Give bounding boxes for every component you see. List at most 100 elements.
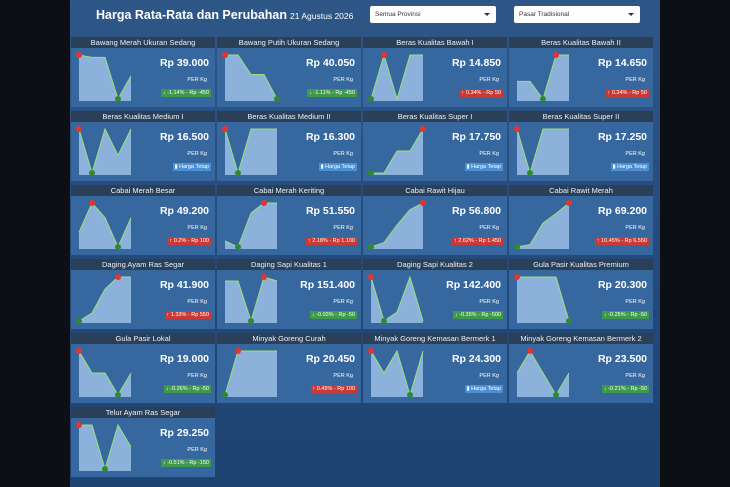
sparkline xyxy=(222,126,277,176)
price-card: Minyak Goreng Curah Rp 20.450 PER Kg ↑ 0.49… xyxy=(217,333,361,403)
province-select[interactable]: Semua Provinsi xyxy=(370,6,496,23)
trend-icon: ↑ xyxy=(596,238,602,244)
min-dot xyxy=(102,466,108,472)
price: Rp 16.500 xyxy=(159,131,209,143)
sparkline xyxy=(76,422,132,472)
max-dot xyxy=(222,126,228,132)
price-card: Gula Pasir Lokal Rp 19.000 PER Kg ↓ -0.26% … xyxy=(71,333,215,403)
card-title: Beras Kualitas Bawah II xyxy=(509,37,653,48)
unit: PER Kg xyxy=(187,225,207,231)
price-card: Daging Ayam Ras Segar Rp 41.900 PER Kg ↑ 1.… xyxy=(71,259,215,329)
unit: PER Kg xyxy=(333,151,353,157)
unit: PER Kg xyxy=(479,151,499,157)
price: Rp 17.750 xyxy=(451,131,501,143)
min-dot xyxy=(566,318,572,324)
change-badge: ↑ 2.62% - Rp 1.450 xyxy=(451,237,503,245)
unit: PER Kg xyxy=(187,299,207,305)
change-badge: ↓ -0.35% - Rp -500 xyxy=(452,311,503,319)
sparkline-area xyxy=(225,55,277,101)
change-text: Harga Tetap xyxy=(471,164,501,170)
min-dot xyxy=(222,392,228,398)
sparkline-area xyxy=(371,277,423,323)
trend-icon: ↓ xyxy=(603,386,609,392)
price-card: Beras Kualitas Medium I Rp 16.500 PER Kg ▮ … xyxy=(71,111,215,181)
sparkline-line xyxy=(78,127,132,175)
change-badge: ↓ -0.03% - Rp -50 xyxy=(309,311,357,319)
change-text: Harga Tetap xyxy=(325,164,355,170)
market-select[interactable]: Pasar Tradisional xyxy=(514,6,640,23)
sparkline-area xyxy=(79,203,131,249)
trend-icon: ↑ xyxy=(607,90,612,96)
unit: PER Kg xyxy=(333,299,353,305)
trend-icon: ↓ xyxy=(309,90,314,96)
max-dot xyxy=(381,52,387,58)
dashboard: Harga Rata-Rata dan Perubahan 21 Agustus … xyxy=(70,0,660,487)
sparkline-line xyxy=(370,275,424,322)
card-title: Gula Pasir Lokal xyxy=(71,333,215,344)
change-text: -0.51% - Rp -150 xyxy=(167,460,209,466)
unit: PER Kg xyxy=(625,299,645,305)
price: Rp 151.400 xyxy=(300,279,355,291)
sparkline-area xyxy=(517,129,569,175)
sparkline xyxy=(76,274,131,324)
trend-icon: ↑ xyxy=(453,238,459,244)
unit: PER Kg xyxy=(187,447,207,453)
sparkline xyxy=(222,52,280,102)
change-badge: ↑ 0.34% - Rp 50 xyxy=(459,89,503,97)
sparkline-line xyxy=(225,54,278,100)
card-title: Cabai Merah Keriting xyxy=(217,185,361,196)
price-card: Bawang Putih Ukuran Sedang Rp 40.050 PER K… xyxy=(217,37,361,107)
sparkline-line xyxy=(78,350,132,396)
max-dot xyxy=(76,52,82,58)
sparkline-area xyxy=(371,55,423,101)
card-title: Bawang Merah Ukuran Sedang xyxy=(71,37,215,48)
price: Rp 19.000 xyxy=(159,353,209,365)
change-text: -0.03% - Rp -50 xyxy=(316,312,355,318)
max-dot xyxy=(368,348,374,354)
price-card: Minyak Goreng Kemasan Bermerk 2 Rp 23.500… xyxy=(509,333,653,403)
card-title: Minyak Goreng Curah xyxy=(217,333,361,344)
title: Harga Rata-Rata dan Perubahan xyxy=(96,8,288,22)
sparkline-line xyxy=(224,202,277,248)
price-card: Beras Kualitas Medium II Rp 16.300 PER Kg ▮… xyxy=(217,111,361,181)
price-card: Daging Sapi Kualitas 1 Rp 151.400 PER Kg ↓ … xyxy=(217,259,361,329)
change-text: Harga Tetap xyxy=(471,386,501,392)
min-dot xyxy=(381,318,387,324)
sparkline-line xyxy=(517,276,570,322)
unit: PER Kg xyxy=(625,151,645,157)
price-card: Cabai Merah Keriting Rp 51.550 PER Kg ↑ 2.1… xyxy=(217,185,361,255)
price: Rp 14.650 xyxy=(597,57,647,69)
min-dot xyxy=(248,318,254,324)
unit: PER Kg xyxy=(187,77,207,83)
sparkline xyxy=(76,52,132,102)
unit: PER Kg xyxy=(333,225,353,231)
trend-icon: ↓ xyxy=(454,312,460,318)
sparkline-line xyxy=(224,350,277,396)
price-card: Cabai Rawit Merah Rp 69.200 PER Kg ↑ 10.45%… xyxy=(509,185,653,255)
card-title: Minyak Goreng Kemasan Bermerk 2 xyxy=(509,333,653,344)
sparkline xyxy=(78,200,132,250)
unit: PER Kg xyxy=(625,77,645,83)
sparkline-area xyxy=(79,55,131,101)
min-dot xyxy=(527,170,533,176)
price-card: Daging Sapi Kualitas 2 Rp 142.400 PER Kg ↓ … xyxy=(363,259,507,329)
max-dot xyxy=(553,52,559,58)
max-dot xyxy=(76,348,82,354)
change-badge: ↓ -0.51% - Rp -150 xyxy=(160,459,211,467)
max-dot xyxy=(514,126,520,132)
trend-icon: ▮ xyxy=(174,164,180,170)
max-dot xyxy=(115,274,121,280)
sparkline-line xyxy=(78,202,132,249)
sparkline-line xyxy=(516,350,570,396)
sparkline xyxy=(368,200,426,250)
max-dot xyxy=(420,200,426,206)
sparkline xyxy=(514,200,572,250)
price-card: Gula Pasir Kualitas Premium Rp 20.300 PER … xyxy=(509,259,653,329)
change-badge: ↑ 10.45% - Rp 6.550 xyxy=(594,237,649,245)
change-badge: ↑ 0.34% - Rp 50 xyxy=(605,89,649,97)
min-dot xyxy=(368,96,374,102)
sparkline-area xyxy=(371,129,423,175)
sparkline xyxy=(517,52,569,102)
unit: PER Kg xyxy=(333,373,353,379)
